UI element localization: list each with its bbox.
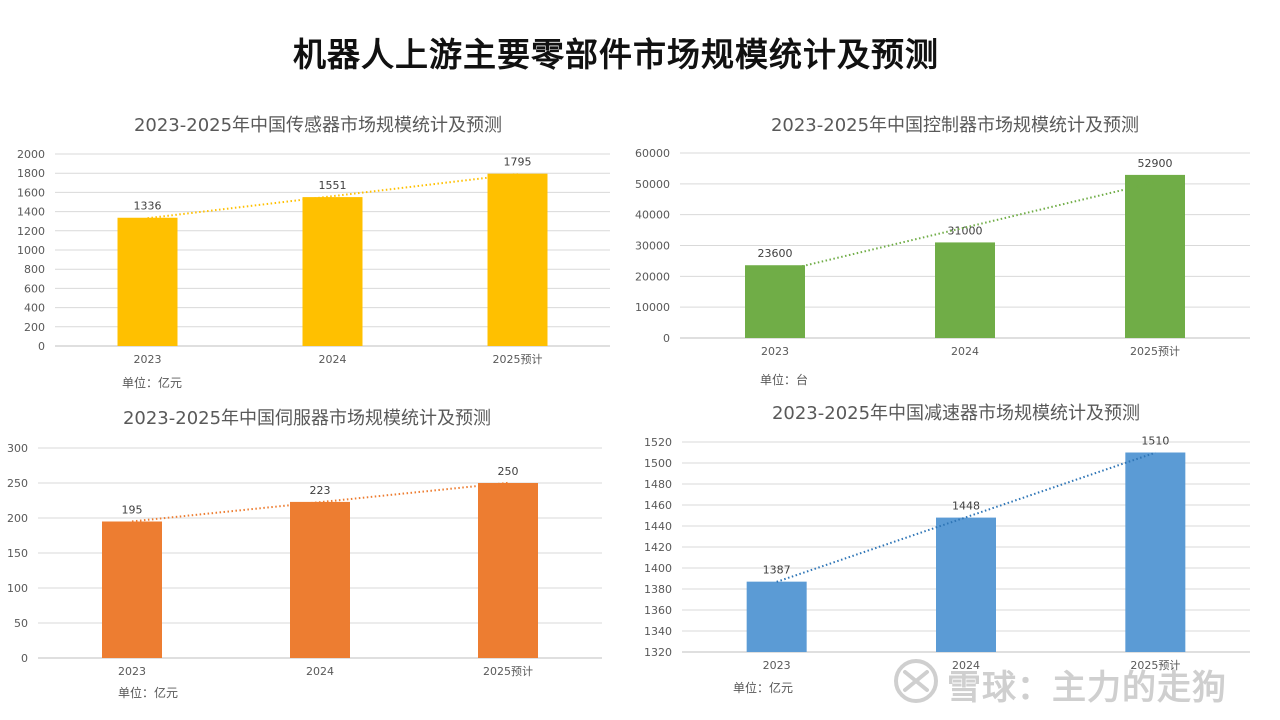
y-tick-label: 60000 — [635, 147, 670, 160]
bar — [936, 517, 996, 652]
y-tick-label: 1440 — [644, 520, 672, 533]
category-label: 2024 — [951, 345, 979, 358]
y-tick-label: 1460 — [644, 499, 672, 512]
data-label: 223 — [310, 484, 331, 497]
data-label: 1336 — [134, 200, 162, 213]
unit-label: 单位：亿元 — [733, 680, 793, 695]
chart-panel-sensor: 2023-2025年中国传感器市场规模统计及预测 0 200 400 600 800 100… — [0, 105, 640, 400]
y-tick-label: 1480 — [644, 478, 672, 491]
bar — [487, 173, 548, 346]
y-tick-label: 1400 — [17, 206, 45, 219]
y-tick-label: 1320 — [644, 646, 672, 659]
category-label: 2023 — [134, 353, 162, 366]
data-label: 195 — [122, 504, 143, 517]
bar — [1125, 174, 1185, 338]
category-label: 2023 — [118, 665, 146, 678]
chart-panel-controller: 2023-2025年中国控制器市场规模统计及预测 0 10000 20000 30000… — [635, 105, 1280, 400]
trendline — [774, 181, 1156, 274]
category-label: 2024 — [319, 353, 347, 366]
y-tick-label: 1200 — [17, 225, 45, 238]
category-label: 2023 — [763, 659, 791, 672]
category-label: 2024 — [306, 665, 334, 678]
y-tick-label: 0 — [663, 332, 670, 345]
category-label: 2025预计 — [1130, 659, 1180, 672]
y-tick-label: 600 — [24, 282, 45, 295]
snowball-logo-icon — [894, 659, 938, 703]
data-label: 1551 — [319, 179, 347, 192]
y-tick-label: 200 — [24, 321, 45, 334]
data-label: 1795 — [504, 156, 532, 169]
chart-controller: 2023-2025年中国控制器市场规模统计及预测 0 10000 20000 30000… — [635, 115, 1250, 387]
y-tick-label: 0 — [38, 340, 45, 353]
category-label: 2025预计 — [493, 353, 543, 366]
y-tick-label: 1400 — [644, 562, 672, 575]
y-tick-label: 800 — [24, 263, 45, 276]
data-label: 52900 — [1138, 157, 1173, 170]
page-title: 机器人上游主要零部件市场规模统计及预测 — [293, 35, 939, 74]
bar — [102, 521, 162, 658]
bar — [290, 501, 350, 658]
y-tick-label: 200 — [7, 512, 28, 525]
y-tick-label: 1420 — [644, 541, 672, 554]
trendline — [131, 481, 509, 523]
bar — [746, 581, 807, 652]
chart-title: 2023-2025年中国控制器市场规模统计及预测 — [771, 115, 1139, 136]
y-tick-label: 1800 — [17, 167, 45, 180]
chart-panel-servo: 2023-2025年中国伺服器市场规模统计及预测 0 50 100 150 200 250 3… — [0, 400, 640, 710]
watermark-text: 雪球：主力的走狗 — [947, 668, 1227, 708]
data-label: 31000 — [948, 224, 983, 237]
y-tick-label: 0 — [21, 652, 28, 665]
y-tick-label: 1360 — [644, 604, 672, 617]
bar — [478, 483, 538, 658]
y-tick-label: 1380 — [644, 583, 672, 596]
bar — [117, 217, 178, 346]
y-tick-label: 150 — [7, 547, 28, 560]
data-label: 250 — [498, 465, 519, 478]
data-label: 1387 — [763, 564, 791, 577]
y-tick-label: 20000 — [635, 270, 670, 283]
chart-title: 2023-2025年中国减速器市场规模统计及预测 — [772, 403, 1140, 424]
category-label: 2024 — [952, 659, 980, 672]
y-tick-label: 300 — [7, 442, 28, 455]
bar — [1125, 452, 1186, 652]
data-label: 1448 — [952, 500, 980, 513]
chart-reducer: 2023-2025年中国减速器市场规模统计及预测 1320 1340 1360 1380… — [644, 403, 1250, 695]
bar — [935, 242, 995, 338]
category-label: 2025预计 — [1130, 345, 1180, 358]
chart-title: 2023-2025年中国伺服器市场规模统计及预测 — [123, 408, 491, 429]
y-tick-label: 2000 — [17, 148, 45, 161]
data-label: 23600 — [758, 247, 793, 260]
y-tick-label: 1340 — [644, 625, 672, 638]
bar — [302, 197, 363, 346]
y-tick-label: 10000 — [635, 301, 670, 314]
category-label: 2023 — [761, 345, 789, 358]
chart-panel-reducer: 2023-2025年中国减速器市场规模统计及预测 1320 1340 1360 1380… — [640, 400, 1280, 710]
unit-label: 单位：亿元 — [122, 375, 182, 390]
y-tick-label: 50000 — [635, 178, 670, 191]
category-label: 2025预计 — [483, 665, 533, 678]
unit-label: 单位：亿元 — [118, 685, 178, 700]
y-tick-label: 40000 — [635, 209, 670, 222]
trendline — [776, 451, 1156, 583]
chart-title: 2023-2025年中国传感器市场规模统计及预测 — [134, 115, 502, 136]
chart-sensor: 2023-2025年中国传感器市场规模统计及预测 0 200 400 600 800 100… — [17, 115, 610, 390]
y-tick-label: 1520 — [644, 436, 672, 449]
y-tick-label: 100 — [7, 582, 28, 595]
y-tick-label: 250 — [7, 477, 28, 490]
data-label: 1510 — [1141, 435, 1169, 448]
y-tick-label: 1600 — [17, 186, 45, 199]
unit-label: 单位：台 — [760, 372, 808, 387]
y-tick-label: 1500 — [644, 457, 672, 470]
chart-servo: 2023-2025年中国伺服器市场规模统计及预测 0 50 100 150 200 250 3… — [7, 408, 602, 700]
y-tick-label: 50 — [14, 617, 28, 630]
y-tick-label: 400 — [24, 302, 45, 315]
y-tick-label: 1000 — [17, 244, 45, 257]
y-tick-label: 30000 — [635, 240, 670, 253]
watermark: 雪球：主力的走狗 — [893, 656, 1243, 708]
bar — [745, 265, 805, 338]
